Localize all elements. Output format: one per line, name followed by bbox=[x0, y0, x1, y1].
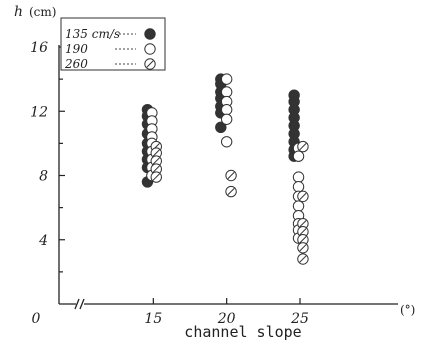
y-tick-label: 8 bbox=[39, 169, 48, 185]
legend-marker-hatched bbox=[144, 58, 156, 70]
x-tick-label: 25 bbox=[290, 311, 309, 327]
y-tick-label: 12 bbox=[30, 104, 48, 120]
data-point-hatched bbox=[297, 253, 309, 265]
x-axis-title: channel slope bbox=[184, 323, 301, 341]
legend-marker-open bbox=[144, 43, 156, 55]
y-tick-label: 16 bbox=[30, 40, 48, 56]
ticks: 4 8 12 16 15 20 25 bbox=[30, 40, 309, 327]
y-axis-unit: (cm) bbox=[29, 5, 56, 19]
data-point-hatched bbox=[225, 185, 237, 198]
data-point-open bbox=[220, 103, 233, 116]
y-axis-label: h bbox=[14, 4, 23, 20]
data-point-hatched bbox=[150, 155, 162, 167]
data-point-open bbox=[220, 113, 233, 125]
data-point-open bbox=[292, 200, 305, 212]
legend-label: 135 cm/s bbox=[65, 27, 120, 41]
legend-marker-filled bbox=[144, 28, 156, 40]
data-point-open bbox=[292, 181, 305, 193]
x-tick-label: 15 bbox=[144, 311, 162, 327]
data-point-hatched bbox=[297, 190, 309, 203]
axes: 0 h (cm) (°) channel slope bbox=[14, 4, 415, 341]
data-point-hatched bbox=[297, 242, 309, 254]
x-tick-label: 20 bbox=[217, 311, 236, 327]
data-point-open bbox=[220, 86, 233, 98]
data-point-hatched bbox=[225, 169, 237, 182]
x-axis-break-mark bbox=[74, 298, 85, 310]
data-point-open bbox=[292, 150, 305, 162]
y-tick-label: 4 bbox=[38, 233, 48, 249]
x-origin-label: 0 bbox=[32, 311, 41, 327]
data-point-open bbox=[292, 171, 305, 183]
data-points bbox=[141, 73, 309, 265]
data-point-open bbox=[220, 73, 233, 85]
legend-label: 190 bbox=[65, 42, 88, 56]
data-point-hatched bbox=[150, 171, 162, 183]
x-axis-unit: (°) bbox=[400, 303, 415, 317]
data-point-hatched bbox=[150, 163, 162, 175]
legend-label: 260 bbox=[64, 57, 88, 71]
data-point-open bbox=[220, 136, 233, 148]
data-point-filled bbox=[215, 121, 227, 134]
data-point-hatched bbox=[297, 140, 309, 153]
